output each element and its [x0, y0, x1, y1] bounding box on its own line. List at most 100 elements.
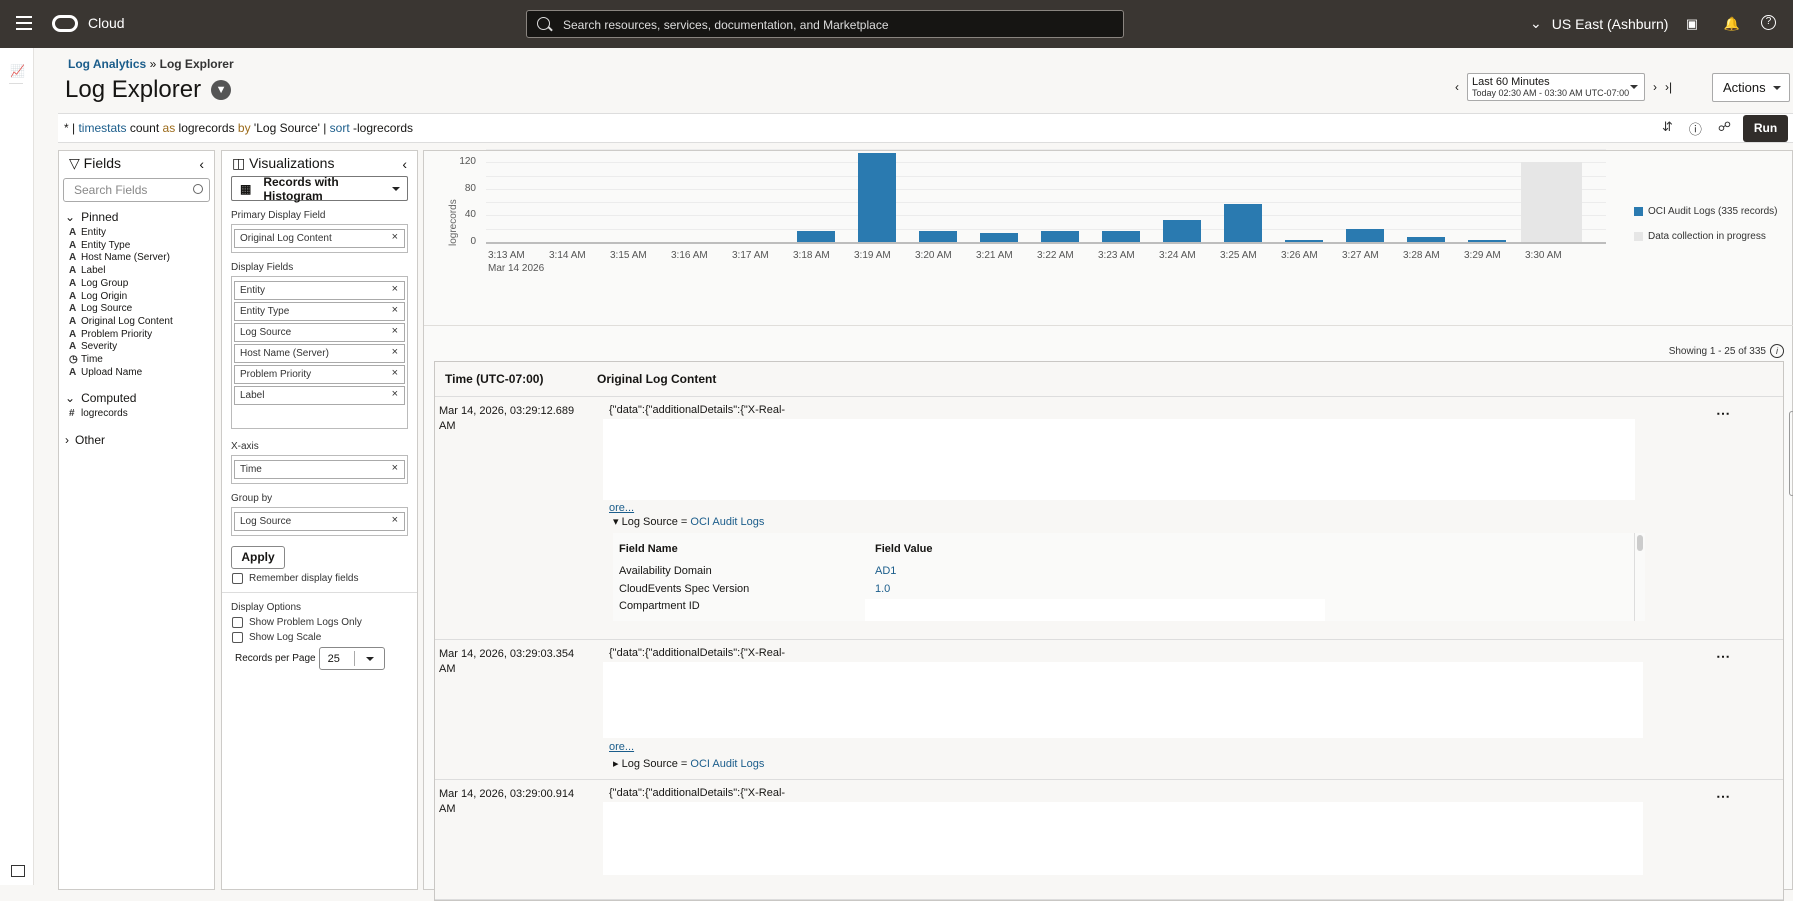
field-item-logrecords[interactable]: # logrecords: [59, 408, 214, 421]
time-range-select[interactable]: Last 60 Minutes Today 02:30 AM - 03:30 A…: [1467, 73, 1645, 101]
log-source-toggle[interactable]: ▸ Log Source = OCI Audit Logs: [613, 757, 764, 770]
details-scrollbar[interactable]: [1634, 533, 1645, 621]
remember-display-fields-checkbox[interactable]: Remember display fields: [232, 573, 407, 584]
remove-icon[interactable]: ×: [391, 346, 398, 358]
legend-item-oci-audit[interactable]: OCI Audit Logs (335 records): [1634, 206, 1778, 217]
collapse-icon[interactable]: ‹: [402, 155, 407, 172]
show-log-scale-checkbox[interactable]: Show Log Scale: [232, 632, 407, 643]
histogram-bar[interactable]: [1285, 240, 1323, 242]
help-icon[interactable]: ⓘ: [1688, 122, 1702, 137]
show-more-link[interactable]: ore...: [609, 741, 635, 753]
y-tick: 0: [470, 236, 476, 247]
remove-icon[interactable]: ×: [391, 283, 398, 295]
field-item[interactable]: A Severity: [59, 341, 214, 354]
pinned-group-toggle[interactable]: ⌄ Pinned: [59, 204, 214, 227]
remove-icon[interactable]: ×: [391, 367, 398, 379]
query-tools: ⇵ ⓘ ☍: [1662, 119, 1731, 138]
histogram-bar[interactable]: [980, 233, 1018, 242]
expand-collapse-icon[interactable]: ⇵: [1662, 119, 1673, 134]
chart-icon[interactable]: 📈: [10, 64, 25, 78]
histogram-bar[interactable]: [1407, 237, 1445, 242]
log-source-toggle[interactable]: ▾ Log Source = OCI Audit Logs: [613, 515, 764, 528]
previous-range-icon[interactable]: ‹: [1455, 80, 1459, 94]
histogram-bar[interactable]: [1346, 229, 1384, 242]
row-actions-menu[interactable]: ⋯: [1716, 788, 1731, 804]
column-header-time[interactable]: Time (UTC-07:00): [445, 372, 544, 386]
field-item[interactable]: A Label: [59, 265, 214, 278]
run-button[interactable]: Run: [1743, 115, 1788, 142]
field-item[interactable]: A Upload Name: [59, 367, 214, 380]
x-tick: 3:26 AM: [1281, 250, 1318, 261]
breadcrumb-log-analytics[interactable]: Log Analytics: [68, 57, 147, 71]
field-value-link[interactable]: 1.0: [875, 583, 891, 595]
field-item[interactable]: A Log Group: [59, 278, 214, 291]
show-problem-logs-checkbox[interactable]: Show Problem Logs Only: [232, 617, 407, 628]
oracle-logo-icon[interactable]: [52, 15, 78, 32]
primary-display-field[interactable]: Original Log Content ×: [231, 224, 408, 253]
field-name: Problem Priority: [81, 328, 153, 340]
field-chip: Problem Priority ×: [234, 365, 405, 384]
expand-panel-icon[interactable]: [11, 865, 25, 877]
groupby-field[interactable]: Log Source ×: [231, 507, 408, 536]
xaxis-label: X-axis: [231, 441, 259, 452]
field-item[interactable]: A Host Name (Server): [59, 252, 214, 265]
remove-icon[interactable]: ×: [391, 304, 398, 316]
field-item[interactable]: A Original Log Content: [59, 316, 214, 329]
share-icon[interactable]: ☍: [1717, 119, 1732, 134]
latest-range-icon[interactable]: ›|: [1665, 80, 1673, 94]
histogram-bar[interactable]: [1163, 220, 1201, 242]
help-icon[interactable]: ?: [1761, 15, 1776, 30]
cloud-shell-icon[interactable]: ▣: [1685, 16, 1699, 31]
histogram-bar[interactable]: [797, 230, 835, 242]
page-scrollbar[interactable]: [1789, 411, 1793, 496]
info-icon[interactable]: i: [1770, 344, 1784, 358]
bell-icon[interactable]: 🔔: [1723, 16, 1741, 31]
histogram-bar[interactable]: [1224, 204, 1262, 242]
chip-label: Time: [240, 464, 262, 475]
field-item[interactable]: A Entity Type: [59, 240, 214, 253]
histogram-bar[interactable]: [919, 230, 957, 242]
region-selector[interactable]: ⌄ US East (Ashburn): [1530, 15, 1668, 32]
remove-icon[interactable]: ×: [391, 514, 398, 526]
next-range-icon[interactable]: ›: [1653, 80, 1657, 94]
log-source-link[interactable]: OCI Audit Logs: [690, 758, 765, 770]
display-fields-box[interactable]: Entity × Entity Type × Log Source × Host Na…: [231, 276, 408, 429]
field-item[interactable]: A Log Source: [59, 303, 214, 316]
other-group-toggle[interactable]: › Other: [59, 427, 214, 450]
histogram-bar[interactable]: [1041, 230, 1079, 242]
column-header-log-content[interactable]: Original Log Content: [597, 372, 717, 386]
xaxis-field[interactable]: Time ×: [231, 455, 408, 484]
actions-button[interactable]: Actions: [1712, 73, 1790, 102]
records-per-page-select[interactable]: 25: [318, 647, 385, 670]
apply-button[interactable]: Apply: [231, 546, 285, 569]
remove-icon[interactable]: ×: [391, 462, 398, 474]
left-nav: 📈: [0, 48, 34, 885]
field-item[interactable]: A Entity: [59, 227, 214, 240]
field-item[interactable]: ◷ Time: [59, 354, 214, 367]
histogram-bar[interactable]: [858, 153, 896, 242]
field-value-link[interactable]: AD1: [875, 565, 897, 577]
field-item[interactable]: A Log Origin: [59, 291, 214, 304]
global-search-input[interactable]: Search resources, services, documentatio…: [526, 10, 1124, 38]
remove-icon[interactable]: ×: [391, 231, 398, 243]
log-source-link[interactable]: OCI Audit Logs: [690, 516, 765, 528]
field-name: logrecords: [81, 408, 128, 420]
histogram-bar[interactable]: [1468, 240, 1506, 242]
visualization-type-select[interactable]: ▦ Records with Histogram: [231, 175, 408, 203]
computed-group-toggle[interactable]: ⌄ Computed: [59, 385, 214, 408]
collapse-icon[interactable]: ‹: [199, 155, 204, 172]
brand-name[interactable]: Cloud: [88, 15, 125, 31]
search-fields-input[interactable]: Search Fields: [63, 178, 210, 202]
row-actions-menu[interactable]: ⋯: [1716, 405, 1731, 421]
chevron-down-icon: ⌄: [1530, 15, 1542, 31]
row-actions-menu[interactable]: ⋯: [1716, 648, 1731, 664]
filter-icon[interactable]: ▼: [211, 80, 232, 100]
histogram-bar[interactable]: [1102, 230, 1140, 242]
query-editor[interactable]: * | timestats count as logrecords by 'Lo…: [58, 113, 1793, 143]
viz-header: ◫ Visualizations ‹: [222, 151, 417, 176]
remove-icon[interactable]: ×: [391, 388, 398, 400]
show-more-link[interactable]: ore...: [609, 502, 635, 514]
field-item[interactable]: A Problem Priority: [59, 329, 214, 342]
menu-icon[interactable]: [16, 16, 32, 30]
remove-icon[interactable]: ×: [391, 325, 398, 337]
